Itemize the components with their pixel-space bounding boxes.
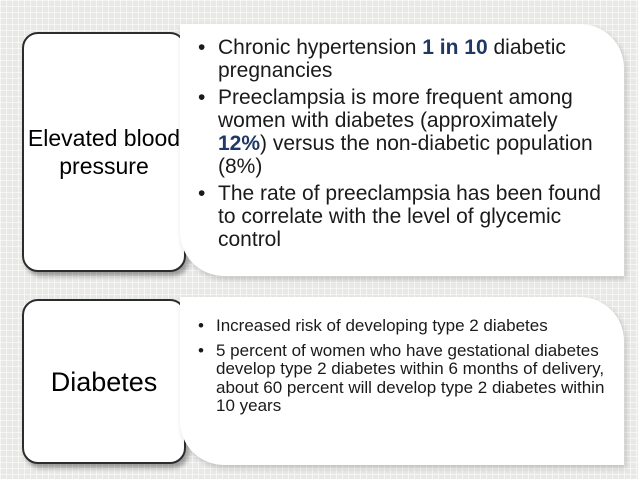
row-diabetes: Diabetes Increased risk of developing ty… <box>0 289 638 479</box>
bullet-text: 5 percent of women who have gestational … <box>216 340 605 415</box>
bullet-text: Increased risk of developing type 2 diab… <box>216 316 548 335</box>
bullet-highlight: 1 in 10 <box>422 36 488 59</box>
bullet-highlight: 12% <box>218 132 261 155</box>
bullet-item: Increased risk of developing type 2 diab… <box>198 316 608 336</box>
bullet-text: Preeclampsia is more frequent among wome… <box>218 86 573 132</box>
row-label: Elevated blood pressure <box>27 125 181 179</box>
bullet-text: ) versus the non-diabetic population (8%… <box>218 132 593 178</box>
bullet-item: The rate of preeclampsia has been found … <box>198 182 608 251</box>
bullet-list: Increased risk of developing type 2 diab… <box>198 316 608 416</box>
bullet-list: Chronic hypertension 1 in 10 diabetic pr… <box>198 36 608 251</box>
row-content-box: Increased risk of developing type 2 diab… <box>180 297 624 465</box>
row-elevated-blood-pressure: Elevated blood pressure Chronic hyperten… <box>0 0 638 285</box>
bullet-text: The rate of preeclampsia has been found … <box>218 182 601 251</box>
bullet-text: Chronic hypertension <box>218 36 423 59</box>
row-content-box: Chronic hypertension 1 in 10 diabetic pr… <box>180 24 624 276</box>
bullet-item: Chronic hypertension 1 in 10 diabetic pr… <box>198 36 608 82</box>
bullet-text: diabetic pregnancies <box>218 36 566 82</box>
bullet-item: Preeclampsia is more frequent among wome… <box>198 86 608 178</box>
row-label-box: Diabetes <box>22 299 186 464</box>
row-label-box: Elevated blood pressure <box>22 32 186 272</box>
row-label: Diabetes <box>50 366 158 397</box>
bullet-item: 5 percent of women who have gestational … <box>198 340 608 416</box>
